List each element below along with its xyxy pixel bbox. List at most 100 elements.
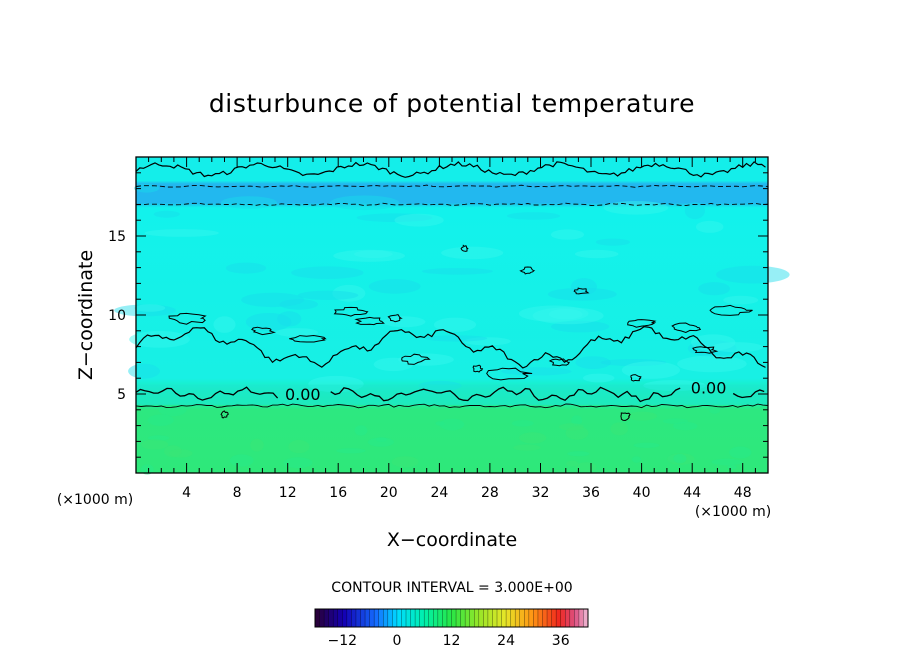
colorbar-cell [542,609,548,627]
colorbar-cell [478,609,484,627]
field-patch [695,220,724,233]
x-tick-label: 32 [532,485,550,501]
field-patch [288,439,310,454]
colorbar-cell [574,609,580,627]
colorbar-cell [446,609,452,627]
field-patch [633,442,660,448]
contour-blob [548,358,570,367]
colorbar-cell [346,609,352,627]
colorbar-cell [465,609,471,627]
field-patch [550,229,585,240]
colorbar-cell [583,609,589,627]
field-patch [551,320,610,333]
contour-label: 0.00 [691,379,727,398]
y-tick-label: 10 [108,308,126,324]
field-patch [140,439,169,450]
colorbar-cell [510,609,516,627]
x-tick-label: 40 [633,485,651,501]
contour-blob [387,314,403,323]
axis-ticks [135,156,769,474]
colorbar-cell [492,609,498,627]
field-patch [332,284,366,302]
colorbar-cell [355,609,361,627]
field-patch [367,437,394,447]
colorbar-cell [547,609,552,627]
field-patch [513,444,541,451]
colorbar-cell [406,609,411,627]
colorbar-cell [560,609,566,627]
colorbar-cell [419,609,425,627]
contour-label: 0.00 [285,385,321,404]
colorbar-cell [528,609,534,627]
field-patch [547,287,617,301]
x-tick-label: 28 [481,485,499,501]
x-tick-label: 20 [380,485,398,501]
colorbar-cell [487,609,493,627]
colorbar-cell [360,609,366,627]
field-patch [368,279,421,294]
colorbar-cells [314,609,589,627]
colorbar-cell [569,609,575,627]
field-patch [710,342,763,353]
contour-blob [460,244,469,252]
field-patch [114,304,176,317]
field-patch [567,451,590,457]
colorbar-cell [387,609,393,627]
colorbar-cell [460,609,466,627]
colorbar-cell [315,609,320,627]
field-patch [220,196,278,209]
colorbar-cell [319,609,325,627]
field-patch [684,202,706,220]
field-patch [582,373,615,383]
colorbar-cell [324,609,330,627]
contour-blob [692,346,719,354]
contour-blob [354,316,385,326]
field-patch [627,411,658,421]
field-patch [425,335,488,342]
field-patch [245,313,292,331]
field-patch [698,282,730,296]
colorbar-cell [437,609,443,627]
field-patch [241,292,305,308]
field-patch [333,249,405,262]
contour-blob [620,412,631,422]
x-tick-label: 44 [683,485,701,501]
field-patch [716,265,790,284]
field-patch [519,432,547,444]
colorbar-tick-label: −12 [328,633,358,649]
colorbar-cell [442,609,448,627]
colorbar-cell [333,609,339,627]
field-patch [501,367,572,376]
colorbar-cell [519,609,525,627]
field-patch [225,262,267,274]
colorbar-cell [392,609,398,627]
colorbar-tick-label: 24 [497,633,515,649]
field-patch [439,418,465,431]
x-tick-label: 16 [329,485,347,501]
x-tick-label: 24 [430,485,448,501]
x-axis-label: X−coordinate [387,529,517,551]
plot-frame [135,156,769,474]
field-patch [297,290,359,300]
field-patch [229,454,254,467]
colorbar-tick-label: 0 [392,633,401,649]
field-patch [610,422,629,436]
colorbar-cell [483,609,489,627]
contour-blob [472,364,484,373]
contour-blob [671,322,702,334]
colorbar-cell [396,609,402,627]
colorbar-cell [469,609,475,627]
y-tick-label: 15 [108,229,126,245]
field-patch [595,238,630,246]
colorbar-cell [506,609,512,627]
colorbar-tick-label: 12 [443,633,461,649]
field-patch [354,250,393,258]
contour-blob [519,266,536,275]
x-tick-label: 36 [582,485,600,501]
field-patch [329,195,400,211]
contour-blob [168,312,207,325]
field-patch [277,311,302,327]
y-tick-label: 5 [117,387,126,403]
field-patch [575,356,611,369]
field-patch [511,420,534,427]
